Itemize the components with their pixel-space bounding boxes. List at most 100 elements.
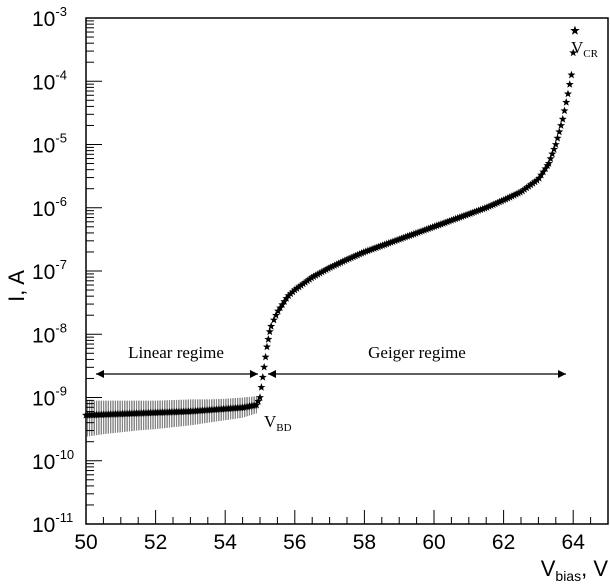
data-point [269, 315, 278, 324]
x-tick-label: 62 [492, 531, 515, 554]
vbd-label: VBD [264, 412, 292, 434]
data-point [336, 258, 345, 266]
data-point [393, 235, 402, 244]
data-point [478, 204, 487, 213]
data-point [501, 194, 510, 203]
data-point [507, 192, 516, 200]
data-point [441, 218, 450, 227]
data-point [567, 70, 576, 79]
x-tick-label: 50 [74, 531, 97, 554]
data-point [416, 227, 425, 236]
data-point [260, 362, 269, 371]
x-tick-label: 64 [562, 531, 586, 554]
y-tick-label: 10-7 [32, 257, 67, 284]
y-tick-label: 10-5 [32, 131, 67, 158]
data-point [526, 180, 535, 189]
data-point [470, 207, 479, 216]
data-point [311, 271, 320, 279]
data-point [544, 159, 553, 167]
x-tick-label: 56 [283, 531, 306, 554]
data-point [510, 191, 519, 199]
data-point [464, 210, 473, 218]
data-point [503, 193, 512, 202]
data-point [439, 219, 448, 227]
data-point [403, 232, 412, 240]
data-point [409, 229, 418, 238]
data-point [330, 261, 339, 269]
y-axis-title: I, A [4, 270, 29, 302]
data-point [349, 252, 358, 261]
data-point [303, 276, 312, 285]
data-point [355, 249, 364, 258]
data-point [288, 287, 297, 296]
y-tick-label: 10-8 [32, 320, 67, 347]
data-point [313, 270, 322, 278]
data-point [530, 177, 539, 186]
data-point [365, 245, 374, 254]
data-point [457, 212, 466, 220]
data-point [370, 244, 379, 252]
data-point [324, 264, 333, 272]
data-point [290, 285, 299, 294]
data-point [453, 213, 462, 222]
linear-regime-arrow [96, 370, 258, 378]
data-point [505, 193, 514, 201]
data-point [499, 195, 508, 204]
data-point [489, 200, 498, 209]
data-point [455, 213, 464, 221]
data-point [380, 240, 389, 249]
data-point [459, 211, 468, 220]
geiger-regime-label: Geiger regime [368, 343, 466, 362]
data-point [524, 182, 533, 190]
linear-regime-label: Linear regime [128, 343, 224, 362]
data-point [405, 231, 414, 239]
data-point [430, 222, 439, 230]
data-point [374, 242, 383, 251]
data-point [482, 203, 491, 211]
data-point [267, 322, 276, 330]
data-point [317, 267, 326, 276]
x-tick-label: 60 [422, 531, 445, 554]
data-point [555, 127, 564, 136]
data-point [528, 179, 537, 187]
data-point [428, 223, 437, 231]
plot-frame [85, 17, 609, 525]
data-point [434, 220, 443, 229]
data-point [558, 115, 567, 123]
data-point [512, 190, 521, 198]
data-point [257, 383, 266, 391]
y-tick-label: 10-6 [32, 194, 67, 221]
geiger-regime-arrow [268, 370, 566, 378]
data-point [334, 259, 343, 267]
data-point [357, 249, 366, 257]
y-tick-label: 10-10 [32, 447, 74, 474]
data-point [414, 228, 422, 236]
x-tick-label: 52 [144, 531, 167, 554]
x-tick-label: 58 [353, 531, 376, 554]
data-point [391, 236, 400, 245]
data-point [466, 209, 475, 217]
data-point [328, 262, 337, 270]
data-point [386, 238, 395, 246]
data-point [487, 201, 496, 210]
data-points [82, 25, 580, 419]
data-point [301, 278, 310, 286]
data-point [315, 268, 324, 277]
data-point [262, 342, 271, 351]
data-point [516, 188, 525, 196]
data-point [388, 237, 397, 246]
data-point [258, 373, 267, 381]
data-point [322, 265, 331, 274]
data-point [436, 219, 445, 228]
y-tick-label: 10-4 [32, 67, 67, 94]
data-point [462, 210, 471, 219]
data-point [420, 226, 429, 234]
data-point [560, 106, 569, 115]
data-point [401, 232, 410, 241]
data-point [557, 121, 566, 129]
x-axis-title: Vbias, V [541, 556, 609, 584]
data-point [284, 291, 293, 300]
y-tick-label: 10-3 [32, 4, 67, 31]
data-point [418, 226, 427, 235]
